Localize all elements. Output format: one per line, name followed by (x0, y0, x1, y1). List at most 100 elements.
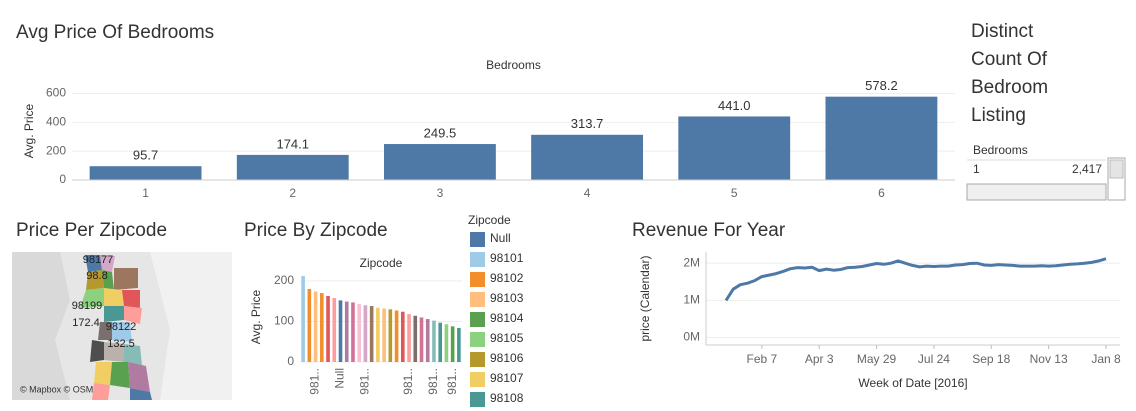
x-tick-label: Jul 24 (918, 352, 950, 366)
bar (383, 144, 496, 180)
y-axis-label: Avg. Price (22, 103, 36, 158)
x-tick-label: 4 (584, 186, 591, 200)
x-tick-label: 6 (878, 186, 885, 200)
legend-swatch (470, 312, 485, 327)
y-tick-label: 100 (274, 314, 294, 328)
y-axis-label: price (Calendar) (638, 255, 652, 341)
data-label: 441.0 (718, 98, 751, 113)
line (724, 257, 1107, 302)
x-tick-label: 1 (142, 186, 149, 200)
y-tick-label: 200 (46, 143, 66, 157)
map (12, 252, 232, 400)
region (104, 306, 124, 322)
bar (438, 322, 442, 362)
data-label: 313.7 (571, 116, 604, 131)
data-label: 174.1 (276, 136, 309, 151)
legend-label: 98102 (490, 271, 524, 285)
legend-label: 98108 (490, 391, 524, 405)
bar (401, 311, 405, 362)
chart-title: Price By Zipcode (244, 220, 388, 241)
x-tick-label: 981.. (401, 368, 415, 395)
x-header: Zipcode (360, 256, 403, 270)
region (122, 290, 140, 308)
bar (369, 306, 374, 362)
data-label: 578.2 (865, 78, 898, 93)
chart-title: Avg Price Of Bedrooms (16, 22, 214, 43)
legend-label: 98107 (490, 371, 524, 385)
region (90, 340, 104, 362)
x-tick-label: May 29 (857, 352, 897, 366)
scrollbar[interactable] (966, 183, 1107, 201)
bar (457, 327, 461, 362)
bar (450, 326, 455, 362)
bar (376, 307, 380, 362)
bar (338, 300, 343, 362)
map-label: 98199 (72, 300, 103, 312)
legend-label: Null (490, 231, 511, 245)
bar (307, 289, 312, 362)
bar (301, 276, 305, 362)
bar (382, 308, 386, 362)
region (86, 270, 104, 290)
y-tick-label: 0M (683, 330, 700, 344)
data-label: 249.5 (424, 125, 457, 140)
bar (313, 291, 318, 362)
legend-swatch (470, 292, 485, 307)
x-tick-label: 3 (437, 186, 444, 200)
region (104, 288, 124, 306)
map-label: 98.8 (86, 270, 107, 282)
x-header: Bedrooms (486, 58, 541, 72)
region (102, 270, 114, 290)
region (130, 388, 152, 400)
legend-label: 98105 (490, 331, 524, 345)
bar (326, 295, 330, 362)
table-cell: 2,417 (1072, 162, 1102, 176)
bar (413, 315, 418, 362)
region (124, 306, 142, 324)
bar (236, 154, 349, 180)
water (12, 252, 70, 400)
x-tick-label: Nov 13 (1030, 352, 1068, 366)
map-label: 132.5 (107, 338, 135, 350)
region (94, 362, 112, 385)
bar (332, 297, 337, 362)
x-tick-label: 2 (289, 186, 296, 200)
legend-label: 98106 (490, 351, 524, 365)
region (114, 268, 138, 290)
region (80, 288, 104, 308)
legend-swatch (470, 352, 485, 367)
x-tick-label: Apr 3 (805, 352, 834, 366)
bar (344, 301, 349, 362)
region (124, 344, 142, 366)
map-attribution: © Mapbox © OSM (20, 384, 93, 394)
table-cell: 1 (973, 162, 980, 176)
region (92, 383, 110, 400)
bar (825, 96, 938, 180)
map-label: 98122 (106, 321, 137, 333)
bar (425, 319, 430, 362)
x-axis-label: Week of Date [2016] (858, 376, 967, 390)
legend-label: 98101 (490, 251, 524, 265)
legend-swatch (470, 232, 485, 247)
x-tick-label: Sep 18 (972, 352, 1010, 366)
table-header: Bedrooms (973, 143, 1028, 157)
y-tick-label: 200 (274, 273, 294, 287)
scroll-thumb[interactable] (1109, 159, 1124, 179)
bar (407, 314, 411, 362)
legend-label: 98104 (490, 311, 524, 325)
map-label: 172.4 (72, 317, 100, 329)
y-tick-label: 400 (46, 115, 66, 129)
region (112, 322, 132, 342)
legend-swatch (470, 252, 485, 267)
x-tick-label: 981.. (308, 368, 322, 395)
bar (89, 166, 202, 180)
data-label: 95.7 (133, 148, 158, 163)
legend-label: 98103 (490, 291, 524, 305)
bar (363, 305, 368, 362)
bar (444, 324, 449, 362)
legend-swatch (470, 272, 485, 287)
y-tick-label: 0 (59, 172, 66, 186)
legend-swatch (470, 332, 485, 347)
